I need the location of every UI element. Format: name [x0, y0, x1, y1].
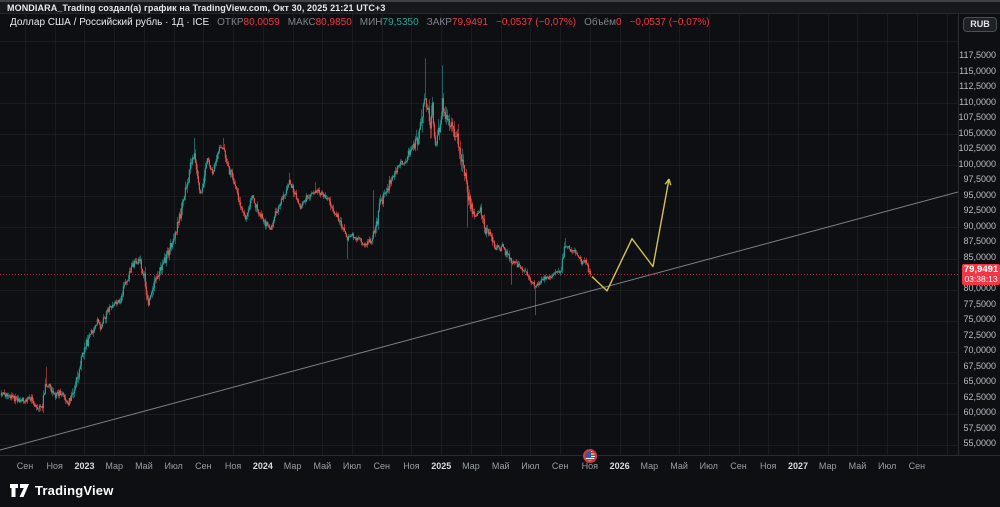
- currency-toggle-button[interactable]: RUB: [963, 17, 997, 32]
- symbol-title[interactable]: Доллар США / Российский рубль · 1Д · ICE: [10, 16, 210, 28]
- attribution-bar: MONDIARA_Trading создал(а) график на Tra…: [0, 2, 1000, 14]
- time-scale-label: Сен: [730, 461, 747, 471]
- time-scale-label: Ноя: [581, 461, 599, 471]
- time-scale-label: Ноя: [403, 461, 420, 471]
- stat-close: ЗАКР79,9491: [426, 16, 489, 28]
- time-scale-label: Май: [491, 461, 510, 471]
- ohlc-stats: ОТКР80,0059 МАКС80,9850 МИН79,5350 ЗАКР79,9…: [217, 17, 717, 28]
- stat-high: МАКС80,9850: [287, 16, 352, 28]
- price-scale-label: 72,5000: [963, 329, 996, 340]
- tradingview-mark-icon: [10, 484, 29, 497]
- time-scale-label: Май: [670, 461, 688, 471]
- time-scale-label: Сен: [373, 461, 390, 471]
- price-scale-label: 90,0000: [963, 220, 996, 231]
- time-scale-label: Мар: [640, 461, 659, 471]
- price-scale-label: 117,5000: [959, 50, 996, 60]
- stat-volume: Объём0: [584, 16, 622, 28]
- time-axis[interactable]: Сен Ноя 2023 Мар Май Июл Сен Ноя 2024 Мар Май Июл Се…: [0, 455, 1000, 477]
- price-scale-label: 115,0000: [959, 65, 996, 76]
- last-price-value: 79,9491: [963, 263, 999, 275]
- price-scale-label: 65,0000: [963, 376, 996, 387]
- time-scale-label: Ноя: [224, 461, 242, 471]
- time-scale-label: Июл: [699, 461, 718, 471]
- time-scale-label: 2024: [252, 461, 273, 471]
- price-scale-label: 105,0000: [958, 127, 996, 138]
- time-scale-label: Май: [135, 461, 153, 471]
- stat-change2: −0,0537 (−0,07%): [629, 16, 710, 28]
- stat-low: МИН79,5350: [359, 16, 419, 28]
- time-scale-label: Июл: [342, 461, 362, 471]
- time-scale-label: Сен: [16, 461, 34, 471]
- time-scale-label: 2026: [609, 461, 630, 471]
- price-scale-label: 60,0000: [963, 407, 996, 418]
- price-scale-label: 75,0000: [963, 314, 996, 325]
- stat-change: −0,0537 (−0,07%): [496, 16, 577, 28]
- symbol-info-row: Доллар США / Российский рубль · 1Д · ICE…: [10, 15, 718, 29]
- time-scale-label: 2025: [431, 461, 452, 471]
- time-scale-label: Июл: [521, 461, 540, 471]
- price-scale-label: 67,5000: [963, 360, 996, 371]
- stat-open: ОТКР80,0059: [217, 16, 280, 28]
- time-scale-label: Май: [313, 461, 332, 471]
- price-scale-label: 102,5000: [958, 143, 996, 154]
- time-scale-label: Май: [848, 461, 867, 471]
- price-axis[interactable]: RUB 117,5000 115,0000 112,5000 110,0000 107,…: [958, 14, 1000, 464]
- time-scale-label: Ноя: [760, 461, 777, 471]
- time-scale-label: Ноя: [46, 461, 63, 471]
- price-scale-label: 100,0000: [958, 158, 996, 169]
- attribution-text: MONDIARA_Trading создал(а) график на Tra…: [7, 2, 386, 13]
- price-scale-label: 95,0000: [963, 189, 996, 200]
- price-scale-label: 112,5000: [959, 81, 996, 92]
- time-scale-label: Сен: [551, 461, 569, 471]
- time-scale-label: 2023: [74, 461, 95, 471]
- price-scale-label: 57,5000: [963, 422, 996, 433]
- time-scale-label: Сен: [908, 461, 926, 471]
- price-scale-label: 92,5000: [963, 205, 996, 216]
- chart-canvas[interactable]: [0, 0, 958, 455]
- time-scale-label: Июл: [164, 461, 183, 471]
- time-scale-label: Мар: [462, 461, 480, 471]
- us-flag-event-marker-icon[interactable]: [583, 449, 597, 463]
- tradingview-logo-text: TradingView: [35, 483, 114, 498]
- time-scale-label: Сен: [195, 461, 212, 471]
- time-scale-label: Мар: [105, 461, 123, 471]
- time-scale-label: Июл: [878, 461, 897, 471]
- price-scale-label: 97,5000: [963, 174, 996, 185]
- last-price-label: 79,9491 03:38:13: [962, 263, 1000, 285]
- price-scale-label: 55,0000: [963, 438, 996, 449]
- time-scale-label: 2027: [787, 461, 808, 471]
- price-scale-label: 85,0000: [963, 252, 996, 262]
- price-scale-label: 110,0000: [959, 96, 996, 107]
- tradingview-logo[interactable]: TradingView: [10, 483, 114, 498]
- price-scale-label: 77,5000: [963, 298, 996, 309]
- price-scale-label: 87,5000: [963, 236, 996, 247]
- price-scale-label: 62,5000: [963, 391, 996, 402]
- bar-countdown: 03:38:13: [964, 273, 998, 284]
- time-scale-label: Мар: [283, 461, 302, 471]
- price-scale-label: 70,0000: [963, 345, 996, 356]
- time-scale-label: Мар: [818, 461, 837, 471]
- price-scale-label: 107,5000: [958, 112, 996, 123]
- price-scale-label: 80,0000: [963, 283, 996, 294]
